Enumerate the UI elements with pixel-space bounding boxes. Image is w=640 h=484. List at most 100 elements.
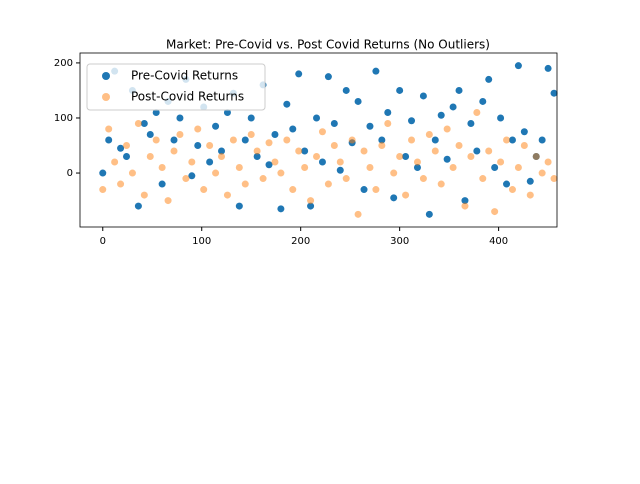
point <box>348 136 356 144</box>
point <box>283 100 291 108</box>
point <box>318 128 326 136</box>
point <box>182 175 190 183</box>
point <box>247 130 255 138</box>
legend-marker <box>102 72 110 80</box>
point <box>295 70 303 78</box>
point <box>105 125 113 133</box>
point <box>212 122 220 130</box>
point <box>514 164 522 172</box>
point <box>479 97 487 105</box>
point <box>289 186 297 194</box>
point <box>431 147 439 155</box>
point <box>146 153 154 161</box>
point <box>479 175 487 183</box>
y-tick-label: 100 <box>54 113 73 124</box>
point <box>520 128 528 136</box>
x-tick-label: 100 <box>192 236 211 247</box>
point <box>508 136 516 144</box>
point <box>336 158 344 166</box>
chart-title: Market: Pre-Covid vs. Post Covid Returns… <box>166 38 490 52</box>
point <box>491 208 499 216</box>
point <box>497 158 505 166</box>
point <box>419 92 427 100</box>
x-tick-label: 300 <box>390 236 409 247</box>
point <box>514 62 522 70</box>
point <box>437 180 445 188</box>
point <box>223 108 231 116</box>
point <box>372 67 380 75</box>
point <box>384 108 392 116</box>
point <box>485 75 493 83</box>
point <box>503 180 511 188</box>
point <box>544 158 552 166</box>
point <box>330 119 338 127</box>
point <box>301 164 309 172</box>
point <box>301 147 309 155</box>
point <box>532 153 540 161</box>
point <box>128 169 136 177</box>
point <box>455 86 463 94</box>
point <box>437 111 445 119</box>
point <box>473 147 481 155</box>
point <box>538 169 546 177</box>
point <box>342 175 350 183</box>
point <box>318 158 326 166</box>
point <box>425 210 433 218</box>
point <box>408 136 416 144</box>
point <box>366 122 374 130</box>
point <box>277 169 285 177</box>
point <box>241 136 249 144</box>
point <box>235 164 243 172</box>
point <box>449 103 457 111</box>
point <box>134 202 142 210</box>
legend-label: Post-Covid Returns <box>131 90 244 104</box>
point <box>402 153 410 161</box>
point <box>218 153 226 161</box>
point <box>223 191 231 199</box>
point <box>550 89 558 97</box>
point <box>360 147 368 155</box>
legend-box <box>86 63 266 111</box>
point <box>117 180 125 188</box>
point <box>366 164 374 172</box>
point <box>324 73 332 81</box>
point <box>307 197 315 205</box>
point <box>307 202 315 210</box>
point <box>105 136 113 144</box>
point <box>241 180 249 188</box>
point <box>206 142 214 150</box>
point <box>235 202 243 210</box>
point <box>265 161 273 169</box>
point <box>134 119 142 127</box>
plot-frame <box>79 52 558 228</box>
point <box>396 86 404 94</box>
point <box>194 125 202 133</box>
legend-label: Pre-Covid Returns <box>131 69 238 83</box>
point <box>170 147 178 155</box>
point <box>544 64 552 72</box>
point <box>146 130 154 138</box>
point <box>123 142 131 150</box>
point <box>117 144 125 152</box>
point <box>384 119 392 127</box>
point <box>200 186 208 194</box>
point <box>402 191 410 199</box>
point <box>360 186 368 194</box>
point <box>449 164 457 172</box>
point <box>194 142 202 150</box>
point <box>218 147 226 155</box>
point <box>431 136 439 144</box>
point <box>342 86 350 94</box>
point <box>461 202 469 210</box>
point <box>313 114 321 122</box>
point <box>419 175 427 183</box>
y-tick-label: 200 <box>54 58 73 69</box>
point <box>277 205 285 213</box>
legend-marker <box>102 93 110 101</box>
point <box>354 210 362 218</box>
point <box>354 97 362 105</box>
point <box>158 180 166 188</box>
point <box>229 136 237 144</box>
point <box>455 142 463 150</box>
